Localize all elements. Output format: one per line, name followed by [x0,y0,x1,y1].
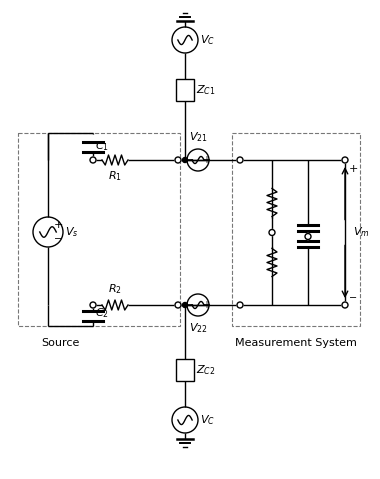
Text: $V_{22}$: $V_{22}$ [188,321,207,335]
Circle shape [237,302,243,308]
Circle shape [305,233,311,240]
Text: $R_2$: $R_2$ [108,282,122,296]
Text: −: − [54,234,62,244]
Text: $V_m$: $V_m$ [353,226,370,240]
Text: +: + [54,220,63,230]
Text: $V_C$: $V_C$ [200,33,215,47]
Circle shape [182,303,187,308]
Text: $C_1$: $C_1$ [95,139,109,153]
Text: $V_s$: $V_s$ [65,225,79,239]
Text: Source: Source [41,338,79,348]
Circle shape [342,157,348,163]
Text: +: + [202,155,210,165]
Circle shape [182,158,187,162]
Text: $V_C$: $V_C$ [200,413,215,427]
Text: $Z_{C1}$: $Z_{C1}$ [196,83,215,97]
Text: $R_1$: $R_1$ [108,169,122,183]
Text: Measurement System: Measurement System [235,338,357,348]
Circle shape [269,229,275,236]
Circle shape [342,302,348,308]
Circle shape [90,302,96,308]
Text: −: − [349,293,357,303]
Text: $V_{21}$: $V_{21}$ [188,130,207,144]
Text: +: + [349,164,358,174]
Text: +: + [202,300,210,310]
Bar [176,79,194,101]
Text: −: − [186,155,194,165]
Text: $Z_{C2}$: $Z_{C2}$ [196,363,215,377]
Text: $C_2$: $C_2$ [95,306,109,320]
Bar [176,359,194,381]
Text: −: − [186,300,194,310]
Circle shape [237,157,243,163]
Circle shape [90,157,96,163]
Circle shape [175,157,181,163]
Circle shape [175,302,181,308]
